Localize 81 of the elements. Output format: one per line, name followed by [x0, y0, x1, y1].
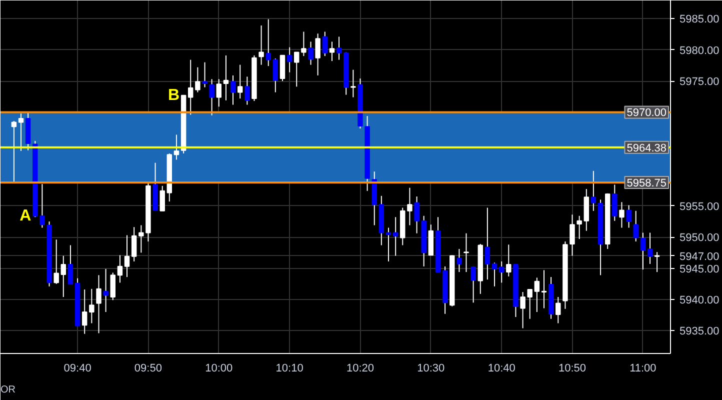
candlestick: [301, 31, 306, 57]
x-tick-label: 10:00: [205, 362, 233, 374]
candlestick: [174, 134, 180, 160]
candlestick: [556, 296, 561, 324]
candlestick: [68, 244, 74, 284]
candlestick: [336, 36, 342, 60]
candlestick: [527, 289, 532, 320]
candlestick: [541, 270, 547, 309]
x-tick-label: 10:10: [276, 362, 304, 374]
candlestick: [117, 254, 123, 284]
x-tick-label: 09:50: [134, 362, 162, 374]
annotation: A: [20, 207, 32, 224]
candlestick: [619, 202, 624, 228]
x-tick-label: 10:40: [488, 362, 516, 374]
candlestick: [484, 207, 490, 280]
candlestick: [576, 215, 582, 240]
ref-line-label: 5970.00: [626, 107, 667, 120]
candlestick: [470, 266, 476, 304]
candlestick: [654, 252, 660, 273]
candlestick: [160, 185, 165, 212]
candlestick: [498, 260, 504, 284]
candlestick: [209, 78, 214, 116]
x-tick-label: 11:00: [630, 362, 656, 374]
candlestick: [315, 33, 320, 76]
candlestick: [350, 69, 356, 98]
x-tick-label: 10:20: [346, 362, 374, 374]
candlestick: [82, 289, 88, 334]
candlestick: [237, 64, 243, 100]
candlestick: [280, 54, 286, 82]
candlestick: [640, 232, 646, 270]
candlestick: [124, 234, 130, 278]
candlestick: [407, 187, 412, 226]
y-tick-label: 5940.00: [680, 294, 720, 307]
x-tick-label: 10:50: [558, 362, 586, 374]
candlestick: [272, 58, 278, 93]
y-tick-label: 5947.00: [680, 250, 720, 263]
candlestick: [329, 41, 335, 62]
candlestick: [464, 232, 469, 273]
candlestick: [216, 78, 222, 108]
candlestick: [570, 214, 575, 256]
y-tick-label: 5945.00: [680, 263, 720, 276]
candlestick: [223, 54, 229, 101]
candlestick: [11, 120, 17, 183]
y-tick-label: 5935.00: [680, 326, 720, 338]
y-tick-label: 5980.00: [680, 44, 720, 57]
x-tick-label: 10:30: [417, 362, 445, 374]
candlestick: [96, 274, 102, 334]
y-tick-label: 5975.00: [680, 76, 720, 88]
candlestick: [590, 170, 596, 212]
ref-line-label: 5958.75: [626, 177, 667, 190]
candlestick: [286, 46, 292, 73]
text: OR: [0, 384, 16, 396]
candlestick: [322, 31, 328, 57]
candlestick: [131, 226, 137, 262]
y-tick-label: 5955.00: [680, 200, 720, 213]
candlestick: [230, 74, 236, 106]
candlestick: [89, 288, 94, 324]
candlestick: [60, 255, 66, 298]
candlestick: [506, 244, 512, 277]
y-tick-label: 5985.00: [680, 14, 720, 26]
candlestick: [647, 232, 653, 264]
candlestick: [520, 292, 526, 329]
candlestick: [633, 210, 638, 242]
candlestick: [492, 262, 498, 287]
candlestick: [258, 24, 264, 66]
candlestick: [266, 18, 271, 67]
candlestick: [294, 52, 300, 88]
candlestick: [534, 277, 540, 312]
x-tick-label: 09:40: [64, 362, 92, 374]
annotation: B: [168, 86, 180, 104]
candlestick: [18, 112, 24, 152]
ref-line-label: 5964.38: [626, 142, 667, 154]
candlestick: [392, 216, 398, 256]
candlestick: [188, 59, 194, 116]
candlestick: [584, 188, 590, 232]
candlestick: [110, 272, 116, 301]
candlestick: [54, 239, 59, 284]
candlestick: [456, 248, 462, 273]
y-tick-label: 5950.00: [680, 232, 720, 244]
candlestick: [386, 227, 392, 262]
candlestick: [195, 66, 200, 93]
